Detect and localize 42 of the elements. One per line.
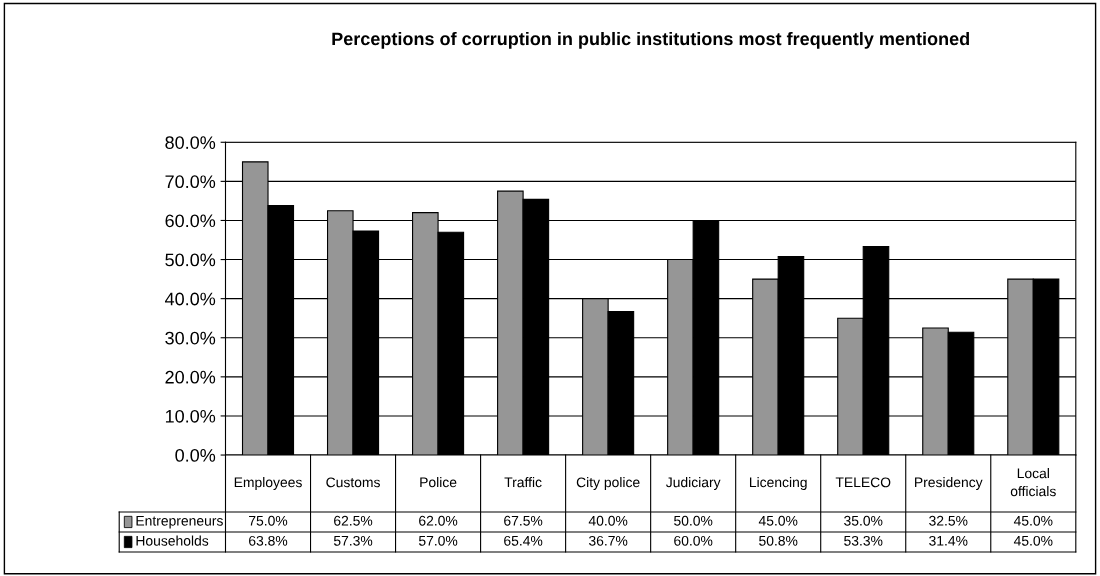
data-label: 75.0% [249, 515, 288, 526]
legend-label: Households [136, 535, 209, 546]
y-tick-label: 0.0% [175, 448, 216, 462]
x-tick-label: Traffic [504, 477, 542, 488]
x-tick-label: City police [576, 477, 640, 490]
chart-title: Perceptions of corruption in public institutions most frequently mentioned [332, 31, 969, 49]
data-label: 45.0% [1013, 515, 1053, 526]
data-label: 63.8% [249, 535, 288, 546]
x-tick-label: Licencing [750, 477, 807, 490]
y-tick-label: 40.0% [165, 292, 216, 306]
data-label: 31.4% [929, 535, 968, 546]
y-tick-label: 60.0% [165, 214, 216, 228]
x-tick-label: Police [420, 477, 457, 488]
x-tick-label: Customs [326, 477, 380, 488]
x-tick-label: Judiciary [665, 477, 721, 490]
data-label: 60.0% [674, 535, 713, 546]
data-label: 50.8% [759, 535, 798, 546]
y-tick-label: 70.0% [165, 175, 216, 189]
data-label: 50.0% [674, 515, 713, 526]
data-label: 45.0% [1013, 535, 1053, 546]
y-tick-label: 20.0% [165, 370, 216, 384]
data-label: 45.0% [758, 515, 798, 526]
data-label: 57.3% [333, 535, 373, 546]
x-tick-label: Employees [234, 477, 302, 490]
data-label: 32.5% [929, 515, 968, 526]
x-tick-label: Local officials [1010, 468, 1056, 497]
y-tick-label: 10.0% [165, 409, 216, 423]
y-tick-label: 80.0% [165, 136, 216, 149]
x-tick-label: Presidency [915, 477, 983, 490]
x-tick-label: TELECO [835, 477, 891, 488]
y-tick-label: 50.0% [165, 253, 216, 267]
data-label: 40.0% [588, 515, 628, 526]
data-label: 35.0% [844, 515, 883, 526]
data-label: 67.5% [504, 515, 543, 526]
data-label: 36.7% [588, 535, 628, 546]
y-tick-label: 30.0% [165, 331, 216, 345]
data-label: 65.4% [504, 535, 543, 546]
data-label: 57.0% [418, 535, 458, 546]
data-label: 62.5% [334, 515, 373, 526]
data-label: 53.3% [844, 535, 883, 546]
data-label: 62.0% [419, 515, 458, 526]
legend-label: Entrepreneurs [136, 516, 223, 529]
